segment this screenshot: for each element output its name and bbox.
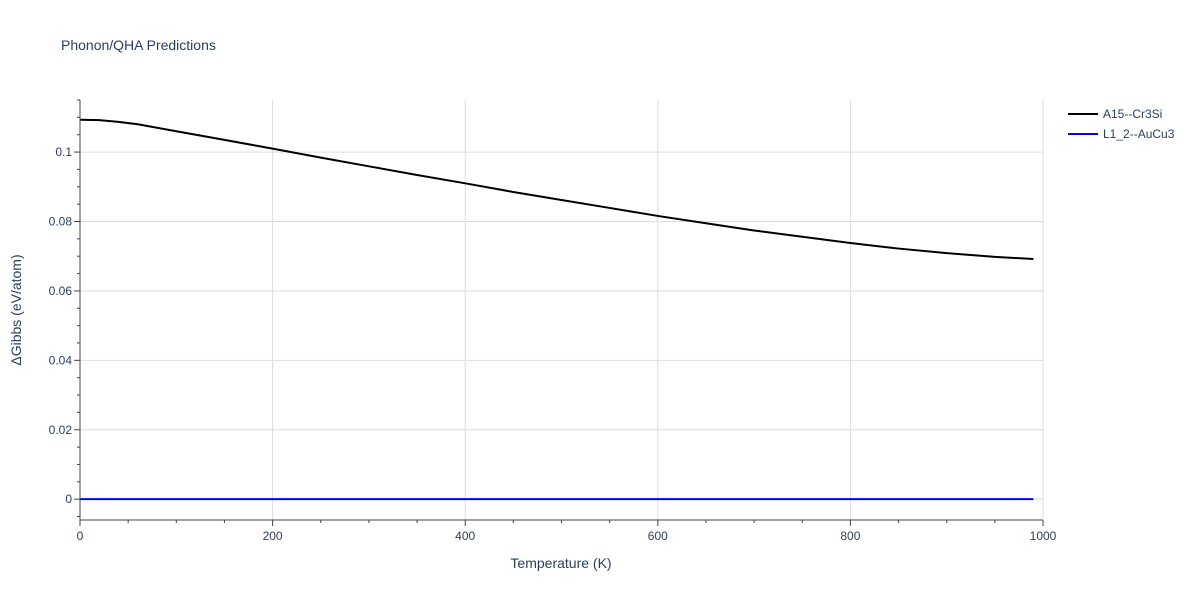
legend-label: L1_2--AuCu3 bbox=[1103, 127, 1175, 141]
x-tick-label: 0 bbox=[77, 529, 84, 543]
x-tick-label: 1000 bbox=[1030, 529, 1057, 543]
y-tick-label: 0.06 bbox=[49, 284, 73, 298]
x-tick-label: 400 bbox=[455, 529, 475, 543]
axes: 0 200 400 600 800 1000 0 0.02 0.04 0.06 0.08 0.1 bbox=[49, 99, 1057, 543]
chart-title: Phonon/QHA Predictions bbox=[61, 37, 216, 53]
y-tick-label: 0.04 bbox=[49, 353, 73, 367]
y-tick-label: 0.1 bbox=[55, 145, 72, 159]
y-tick-label: 0.02 bbox=[49, 423, 73, 437]
grid bbox=[80, 100, 1044, 520]
plot-area bbox=[79, 118, 1034, 501]
y-axis-title: ΔGibbs (eV/atom) bbox=[8, 254, 24, 365]
legend-item[interactable]: A15--Cr3Si bbox=[1068, 107, 1162, 121]
legend-item[interactable]: L1_2--AuCu3 bbox=[1068, 127, 1175, 141]
y-tick-label: 0 bbox=[65, 492, 72, 506]
legend[interactable]: A15--Cr3Si L1_2--AuCu3 bbox=[1068, 107, 1175, 141]
x-tick-label: 200 bbox=[263, 529, 283, 543]
y-tick-label: 0.08 bbox=[49, 214, 73, 228]
x-tick-label: 800 bbox=[840, 529, 860, 543]
x-tick-label: 600 bbox=[648, 529, 668, 543]
x-axis-title: Temperature (K) bbox=[510, 555, 611, 571]
legend-label: A15--Cr3Si bbox=[1103, 107, 1162, 121]
series-line-0 bbox=[79, 118, 1034, 260]
